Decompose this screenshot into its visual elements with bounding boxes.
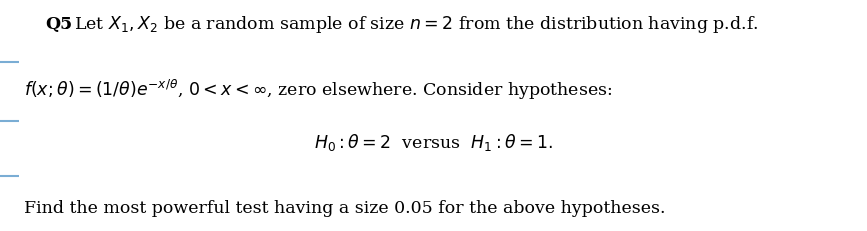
Text: $H_0 : \theta = 2$  versus  $H_1 : \theta = 1.$: $H_0 : \theta = 2$ versus $H_1 : \theta …	[314, 132, 553, 152]
Text: $f(x; \theta) = (1/\theta)e^{-x/\theta}$, $0 < x < \infty$, zero elsewhere. Cons: $f(x; \theta) = (1/\theta)e^{-x/\theta}$…	[24, 77, 613, 101]
Text: . Let $X_1, X_2$ be a random sample of size $n = 2$ from the distribution having: . Let $X_1, X_2$ be a random sample of s…	[63, 14, 759, 35]
Text: Find the most powerful test having a size 0.05 for the above hypotheses.: Find the most powerful test having a siz…	[24, 199, 666, 216]
Text: Q5: Q5	[45, 16, 72, 33]
